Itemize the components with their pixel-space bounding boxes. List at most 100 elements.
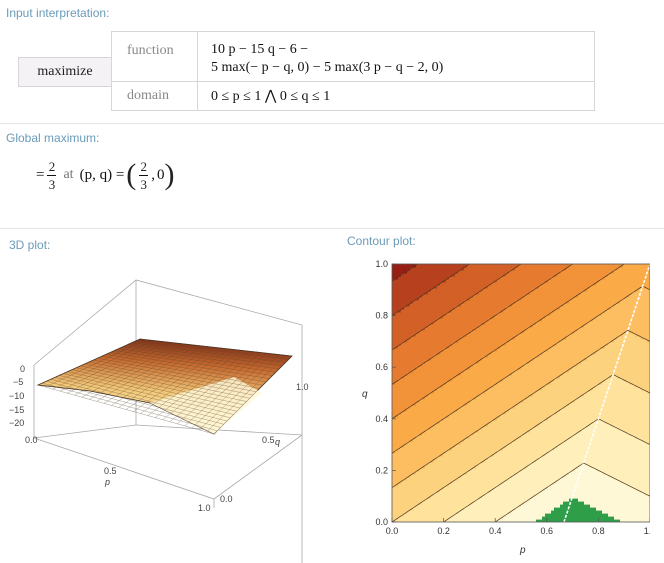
contour-cell <box>446 426 450 430</box>
contour-cell <box>557 384 561 388</box>
contour-cell <box>557 441 561 445</box>
contour-cell <box>401 303 405 307</box>
contour-cell <box>557 465 561 469</box>
contour-cell <box>404 321 408 325</box>
contour-cell <box>497 462 501 466</box>
contour-cell <box>554 498 558 502</box>
contour-cell <box>431 408 435 412</box>
contour-cell <box>479 390 483 394</box>
contour-cell <box>449 321 453 325</box>
contour-cell <box>464 312 468 316</box>
contour-cell <box>431 270 435 274</box>
contour-cell <box>497 510 501 514</box>
contour-cell <box>494 384 498 388</box>
contour-cell <box>401 300 405 304</box>
contour-cell <box>521 510 525 514</box>
contour-cell <box>413 324 417 328</box>
contour-cell <box>437 393 441 397</box>
contour-cell <box>554 300 558 304</box>
contour-cell <box>395 432 399 436</box>
contour-cell <box>491 279 495 283</box>
contour-cell <box>455 399 459 403</box>
contour-cell <box>425 369 429 373</box>
contour-cell <box>521 309 525 313</box>
contour-cell <box>413 345 417 349</box>
contour-cell <box>401 432 405 436</box>
contour-cell <box>398 288 402 292</box>
contour-cell <box>431 339 435 343</box>
contour-cell <box>404 396 408 400</box>
contour-cell <box>473 357 477 361</box>
contour-cell <box>491 468 495 472</box>
contour-cell <box>479 375 483 379</box>
contour-cell <box>545 423 549 427</box>
contour-cell <box>551 501 555 505</box>
contour-cell <box>506 507 510 511</box>
contour-cell <box>560 447 564 451</box>
contour-cell <box>518 513 522 517</box>
contour-cell <box>422 456 426 460</box>
contour-cell <box>398 312 402 316</box>
contour-cell <box>401 486 405 490</box>
q-tick-0: 0.0 <box>220 494 233 504</box>
contour-cell <box>482 339 486 343</box>
contour-cell <box>554 348 558 352</box>
contour-cell <box>479 327 483 331</box>
contour-cell <box>428 387 432 391</box>
contour-cell <box>503 417 507 421</box>
contour-cell <box>512 378 516 382</box>
contour-cell <box>503 441 507 445</box>
contour-cell <box>410 393 414 397</box>
contour-cell <box>428 510 432 514</box>
contour-cell <box>488 273 492 277</box>
contour-cell <box>488 429 492 433</box>
contour-cell <box>509 369 513 373</box>
contour-cell <box>464 450 468 454</box>
contour-cell <box>446 453 450 457</box>
contour-cell <box>503 471 507 475</box>
contour-cell <box>497 435 501 439</box>
contour-cell <box>488 390 492 394</box>
contour-cell <box>434 387 438 391</box>
contour-cell <box>413 282 417 286</box>
contour-cell <box>464 480 468 484</box>
contour-cell <box>458 336 462 340</box>
contour-cell <box>413 306 417 310</box>
contour-cell <box>422 300 426 304</box>
contour-cell <box>392 282 396 286</box>
contour-cell <box>461 453 465 457</box>
contour-cell <box>530 267 534 271</box>
contour-cell <box>452 264 456 268</box>
contour-cell <box>425 270 429 274</box>
contour-cell <box>413 291 417 295</box>
contour-cell <box>419 354 423 358</box>
contour-cell <box>455 474 459 478</box>
contour-cell <box>392 345 396 349</box>
contour-cell <box>473 366 477 370</box>
contour-cell <box>530 348 534 352</box>
contour-cell <box>488 483 492 487</box>
contour-cell <box>461 291 465 295</box>
contour-cell <box>395 405 399 409</box>
contour-cell <box>428 294 432 298</box>
contour-cell <box>494 492 498 496</box>
contour-cell <box>428 447 432 451</box>
contour-cell <box>422 369 426 373</box>
contour-cell <box>464 501 468 505</box>
contour-cell <box>485 495 489 499</box>
contour-cell <box>437 366 441 370</box>
contour-cell <box>425 501 429 505</box>
contour-cell <box>458 507 462 511</box>
contour-cell <box>530 315 534 319</box>
contour-cell <box>494 360 498 364</box>
contour-cell <box>407 417 411 421</box>
contour-cell <box>485 327 489 331</box>
contour-cell <box>479 318 483 322</box>
contour-cell <box>557 417 561 421</box>
contour-cell <box>416 399 420 403</box>
contour-cell <box>503 369 507 373</box>
contour-cell <box>419 405 423 409</box>
contour-cell <box>404 510 408 514</box>
contour-cell <box>455 480 459 484</box>
contour-cell <box>392 309 396 313</box>
